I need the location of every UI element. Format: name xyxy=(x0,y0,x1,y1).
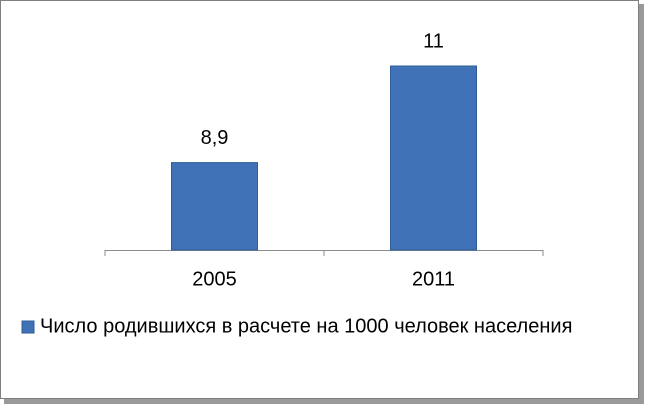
bar xyxy=(390,65,477,251)
data-label: 11 xyxy=(423,30,444,52)
data-label: 8,9 xyxy=(201,127,229,149)
bar xyxy=(171,162,258,251)
legend-swatch xyxy=(21,320,35,334)
x-tick-label: 2011 xyxy=(412,268,455,290)
frame xyxy=(0,0,639,399)
x-tick-label: 2005 xyxy=(192,268,237,290)
legend-label: Число родившихся в расчете на 1000 челов… xyxy=(40,315,572,337)
